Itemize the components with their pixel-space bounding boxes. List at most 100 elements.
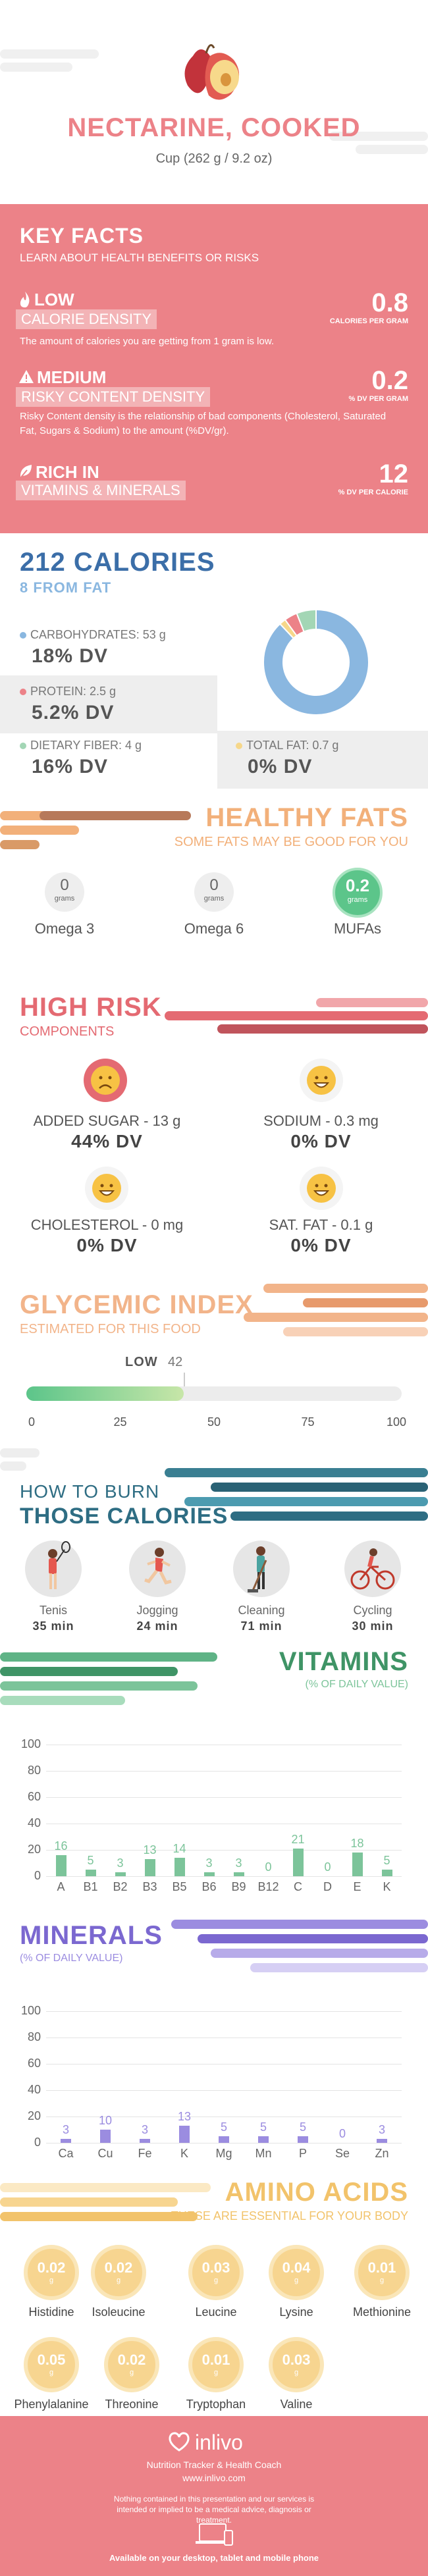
glycemic-fill: [26, 1386, 184, 1401]
amino-name: Tryptophan: [186, 2398, 246, 2411]
minerals-bar-value: 0: [338, 2127, 346, 2140]
amino-value: 0.03: [282, 2352, 311, 2368]
amino-value: 0.04: [282, 2259, 311, 2276]
burn-title-1: HOW TO BURN: [20, 1481, 160, 1502]
amino-unit: g: [294, 2369, 299, 2377]
healthy-fats-section: HEALTHY FATS SOME FATS MAY BE GOOD FOR Y…: [0, 797, 428, 981]
rich-label: VITAMINS & MINERALS: [16, 481, 186, 500]
vitamins-bar-value: 5: [383, 1854, 390, 1867]
vitamins-x-tick: B2: [113, 1880, 128, 1893]
protein-row: [0, 675, 217, 733]
minerals-y-tick: 60: [27, 2057, 41, 2070]
vitamins-y-tick: 0: [34, 1869, 41, 1882]
minerals-x-tick: Cu: [97, 2147, 113, 2160]
carbs-dv: 18% DV: [32, 645, 109, 667]
flame-icon: [20, 292, 30, 307]
protein-dv: 5.2% DV: [32, 702, 115, 723]
minerals-bar: [61, 2139, 71, 2143]
rich-unit: % DV PER CALORIE: [338, 488, 408, 496]
vitamins-x-tick: B1: [83, 1880, 98, 1893]
vitamins-bar: [144, 1859, 155, 1876]
cleaning-icon: [248, 1546, 267, 1592]
minerals-y-tick: 100: [20, 2004, 41, 2017]
amino-title: AMINO ACIDS: [225, 2178, 408, 2207]
footer-tagline: Nutrition Tracker & Health Coach: [146, 2459, 282, 2470]
donut-slice-dietary-fiber: [296, 608, 317, 633]
footer-url[interactable]: www.inlivo.com: [182, 2473, 246, 2483]
vitamins-x-tick: B9: [231, 1880, 246, 1893]
tennis-icon: [48, 1541, 70, 1589]
amino-subtitle: THESE ARE ESSENTIAL FOR YOUR BODY: [171, 2209, 408, 2222]
omega3-name: Omega 3: [34, 920, 95, 937]
tennis-time: 35 min: [32, 1619, 74, 1633]
vitamins-bar-value: 3: [205, 1856, 213, 1870]
risky-level: MEDIUM: [37, 367, 107, 387]
omega3-unit: grams: [54, 895, 75, 903]
amino-name: Histidine: [28, 2305, 74, 2319]
warning-icon: [19, 370, 34, 383]
amino-circle: 0.03 g: [188, 2245, 244, 2300]
tennis-activity: [25, 1540, 82, 1597]
vitamins-title: VITAMINS: [279, 1647, 408, 1676]
amino-name: Phenylalanine: [14, 2398, 89, 2411]
amino-unit: g: [213, 2276, 219, 2284]
vitamins-y-tick: 20: [27, 1843, 41, 1856]
sat-fat-label: SAT. FAT - 0.1 g: [269, 1217, 373, 1233]
footer-available: Available on your desktop, tablet and mo…: [109, 2553, 319, 2563]
minerals-section: MINERALS (% OF DAILY VALUE) 0 20 40 60 80 100…: [0, 1909, 428, 2172]
amino-circle: 0.02 g: [104, 2337, 159, 2392]
glycemic-marker: [184, 1373, 186, 1392]
leaf-icon: [20, 465, 32, 479]
happy-face-icon: [85, 1167, 128, 1210]
key-facts-section: KEY FACTS LEARN ABOUT HEALTH BENEFITS OR…: [0, 204, 428, 533]
vitamins-gridline: [46, 1850, 402, 1851]
vitamins-bar-value: 14: [173, 1842, 186, 1855]
amino-value: 0.02: [104, 2259, 133, 2276]
amino-circle: 0.02 g: [91, 2245, 146, 2300]
glycemic-title: GLYCEMIC INDEX: [20, 1290, 254, 1319]
calories-donut-chart: [263, 608, 369, 716]
carbs-label-text: CARBOHYDRATES: 53 g: [30, 628, 166, 641]
glycemic-section: GLYCEMIC INDEX ESTIMATED FOR THIS FOOD L…: [0, 1277, 428, 1448]
cholesterol-dv: 0% DV: [76, 1235, 138, 1255]
mufas-unit: grams: [347, 896, 368, 904]
amino-value: 0.05: [37, 2352, 66, 2368]
amino-value: 0.03: [201, 2259, 230, 2276]
vitamins-x-tick: B3: [142, 1880, 157, 1893]
vitamins-bar: [381, 1870, 392, 1876]
vitamins-gridline: [46, 1771, 402, 1772]
footer-brand: inlivo: [195, 2431, 243, 2454]
key-facts-title: KEY FACTS: [20, 224, 144, 248]
cleaning-activity: [233, 1540, 290, 1597]
fiber-label: DIETARY FIBER: 4 g: [20, 739, 142, 752]
cleaning-time: 71 min: [240, 1619, 282, 1633]
amino-value: 0.02: [37, 2259, 66, 2276]
minerals-x-tick: K: [180, 2147, 188, 2160]
amino-name: Lysine: [279, 2305, 313, 2319]
calorie-density-label: CALORIE DENSITY: [16, 309, 157, 329]
vitamins-bar: [55, 1855, 67, 1876]
vitamins-gridline: [46, 1876, 402, 1877]
calorie-level: LOW: [34, 290, 74, 309]
protein-label: PROTEIN: 2.5 g: [20, 685, 116, 698]
rich-level: RICH IN: [36, 462, 99, 482]
minerals-gridline: [46, 2037, 402, 2038]
mufas-value: 0.2: [345, 876, 370, 895]
burn-title-2: THOSE CALORIES: [20, 1504, 228, 1529]
calories-section: 212 CALORIES 8 FROM FAT CARBOHYDRATES: 5…: [0, 533, 428, 797]
sodium-dv: 0% DV: [290, 1131, 352, 1151]
high-risk-subtitle: COMPONENTS: [20, 1024, 115, 1039]
calorie-density-unit: CALORIES PER GRAM: [329, 317, 408, 325]
minerals-bar-value: 10: [98, 2114, 113, 2127]
burn-section: HOW TO BURN THOSE CALORIES Tenis 35 min …: [0, 1448, 428, 1652]
vitamins-y-tick: 80: [27, 1764, 41, 1777]
vitamins-gridline: [46, 1797, 402, 1798]
vitamins-x-tick: E: [353, 1880, 361, 1893]
amino-unit: g: [49, 2369, 54, 2377]
minerals-bar: [140, 2139, 150, 2143]
amino-unit: g: [213, 2369, 219, 2377]
omega6-name: Omega 6: [184, 920, 244, 937]
vitamins-x-tick: A: [57, 1880, 65, 1893]
fat-row: [217, 731, 428, 789]
fat-circle-mufas: 0.2 grams: [333, 868, 383, 918]
